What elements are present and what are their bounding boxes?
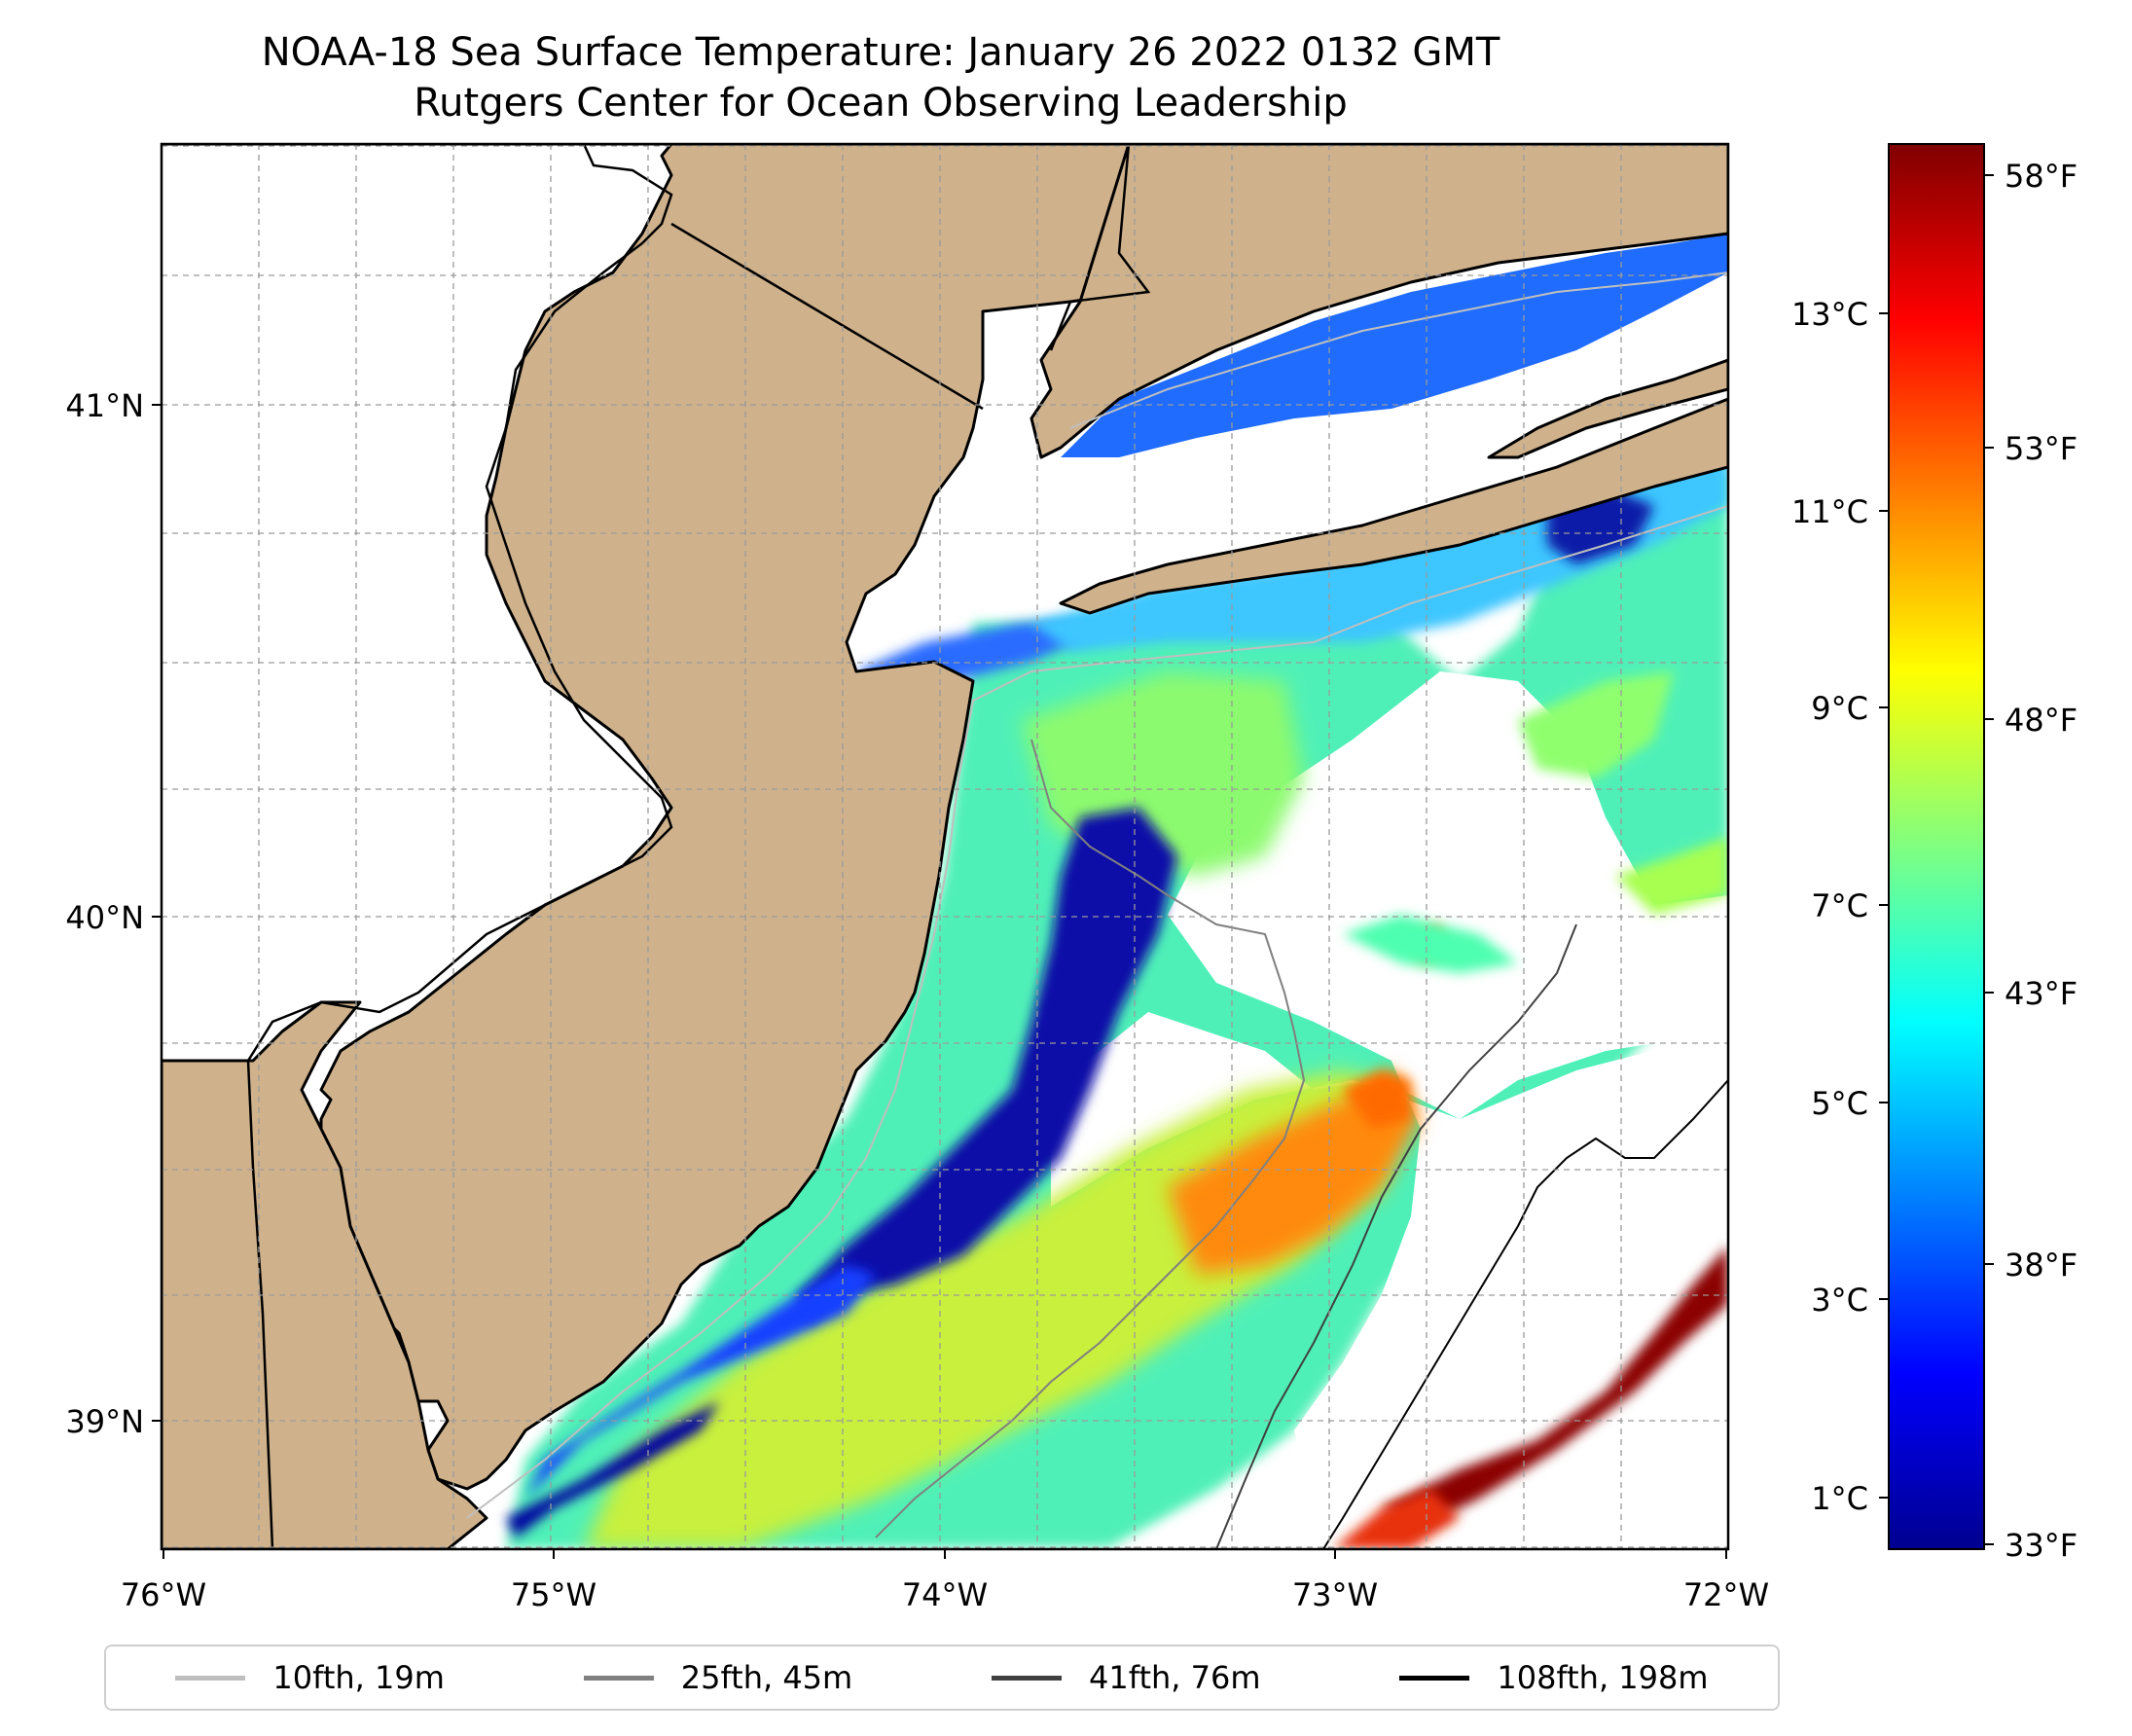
state-borders: [162, 144, 1151, 1549]
x-tick-label: 76°W: [121, 1576, 206, 1613]
fahrenheit-tick: 53°F: [2005, 430, 2078, 467]
sst-field: [506, 234, 1728, 1549]
legend-label: 108fth, 198m: [1497, 1659, 1709, 1696]
land: [162, 144, 1728, 1549]
fahrenheit-tick: 38°F: [2005, 1247, 2078, 1284]
celsius-tick: 1°C: [1811, 1480, 1868, 1517]
x-axis: [163, 1549, 1727, 1559]
legend-label: 25fth, 45m: [680, 1659, 853, 1696]
fahrenheit-tick: 33°F: [2005, 1527, 2078, 1564]
x-tick-label: 72°W: [1683, 1576, 1769, 1613]
legend-item: 25fth, 45m: [583, 1659, 853, 1696]
fahrenheit-tick: 58°F: [2005, 158, 2078, 195]
y-tick-label: 39°N: [65, 1403, 144, 1440]
contour-108fth: [1322, 1079, 1728, 1549]
y-axis: [152, 404, 162, 1422]
long-island-sound-sst: [1061, 234, 1728, 457]
celsius-tick: 13°C: [1791, 296, 1868, 333]
x-tick-label: 75°W: [511, 1576, 596, 1613]
contour-25fth: [875, 739, 1306, 1538]
x-tick-label: 73°W: [1292, 1576, 1378, 1613]
mainland-nj-pa: [162, 144, 1140, 1491]
legend-swatch: [992, 1675, 1063, 1681]
contour-10fth: [466, 505, 1728, 1519]
colorbar-gradient: [1888, 143, 1985, 1550]
connecticut-coast: [1030, 144, 1728, 459]
title-line-2: Rutgers Center for Ocean Observing Leade…: [414, 81, 1348, 126]
bathymetry-contours: [466, 271, 1728, 1549]
celsius-tick: 9°C: [1811, 690, 1868, 727]
map-title: NOAA-18 Sea Surface Temperature: January…: [0, 27, 1761, 128]
contour-legend: 10fth, 19m 25fth, 45m 41fth, 76m 108fth,…: [104, 1645, 1780, 1711]
celsius-tick: 5°C: [1811, 1085, 1868, 1122]
celsius-tick: 11°C: [1791, 493, 1868, 530]
legend-item: 108fth, 198m: [1399, 1659, 1709, 1696]
fahrenheit-tick: 48°F: [2005, 702, 2078, 739]
legend-swatch: [583, 1675, 654, 1681]
y-tick-label: 41°N: [65, 387, 144, 424]
legend-swatch: [1399, 1675, 1470, 1681]
legend-label: 41fth, 76m: [1089, 1659, 1261, 1696]
y-tick-label: 40°N: [65, 899, 144, 936]
title-line-1: NOAA-18 Sea Surface Temperature: January…: [261, 30, 1500, 75]
celsius-tick: 3°C: [1811, 1282, 1868, 1319]
legend-swatch: [175, 1675, 246, 1681]
gridlines: [162, 144, 1728, 1549]
celsius-tick: 7°C: [1811, 887, 1868, 924]
long-island-north-fork: [1487, 358, 1728, 459]
contour-41fth: [1215, 923, 1577, 1549]
legend-item: 10fth, 19m: [175, 1659, 445, 1696]
legend-item: 41fth, 76m: [992, 1659, 1261, 1696]
legend-label: 10fth, 19m: [272, 1659, 445, 1696]
contour-10fth-sound: [1069, 271, 1728, 429]
fahrenheit-tick: 43°F: [2005, 975, 2078, 1012]
long-island: [1059, 397, 1728, 615]
x-tick-label: 74°W: [902, 1576, 988, 1613]
